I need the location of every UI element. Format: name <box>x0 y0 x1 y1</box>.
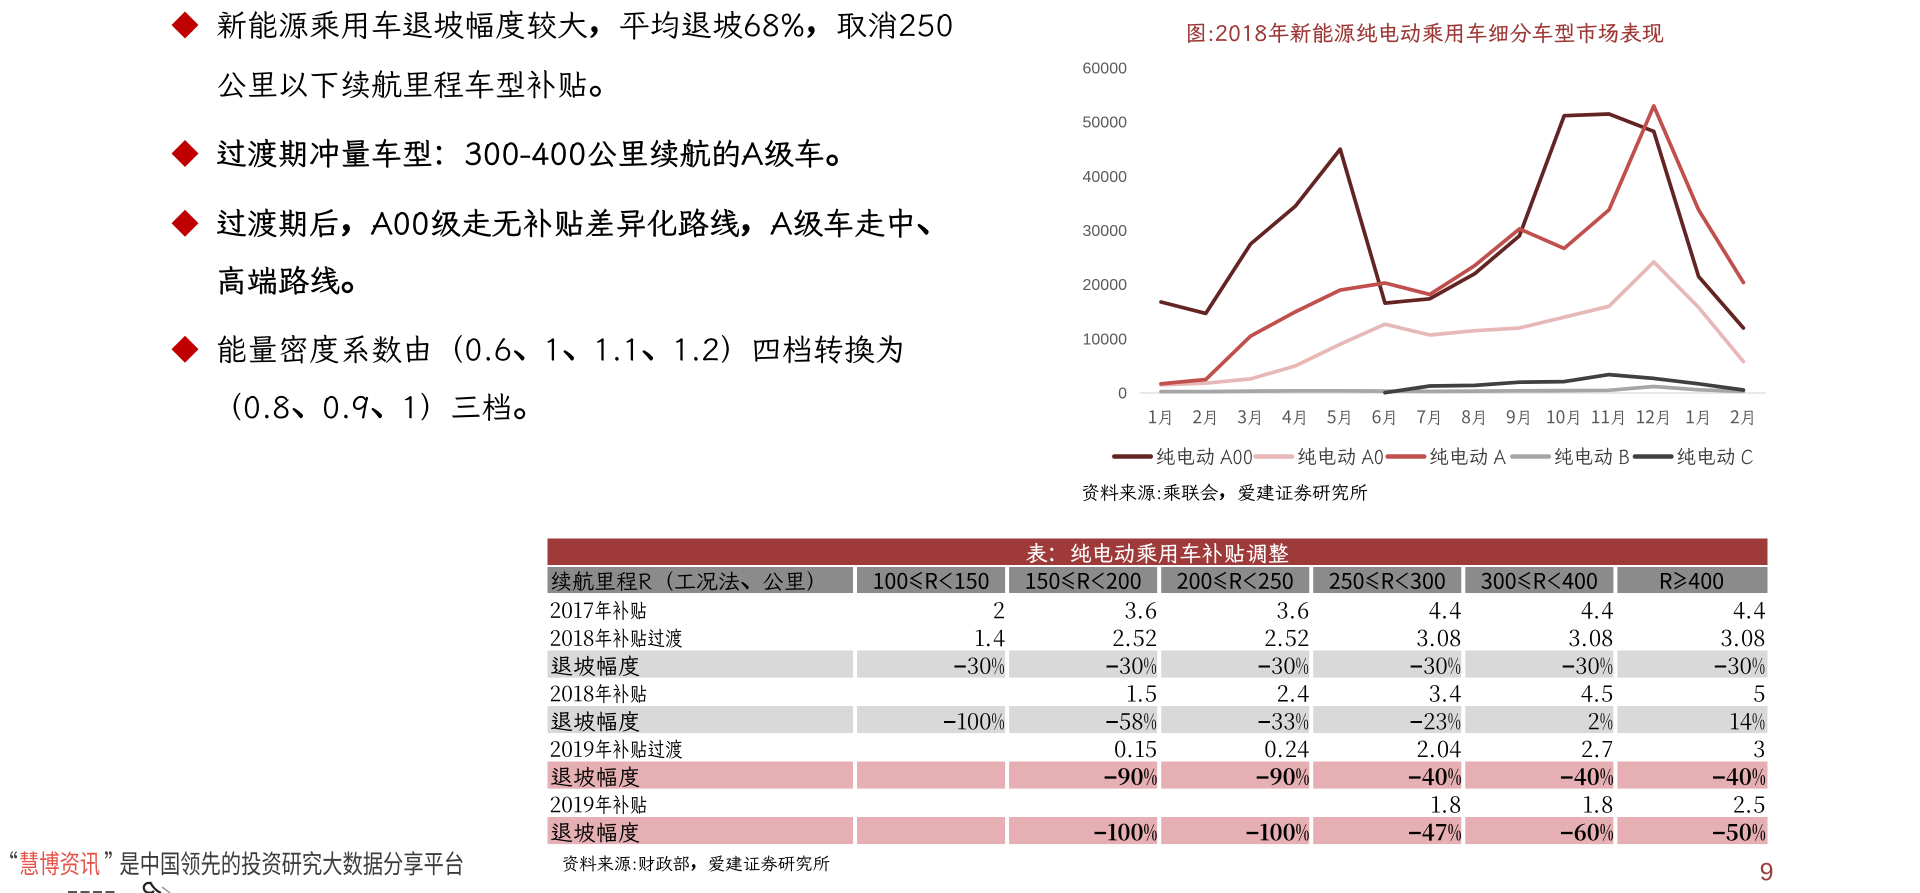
svg-text:20000: 20000 <box>1083 277 1128 294</box>
svg-text:50000: 50000 <box>1083 115 1128 132</box>
svg-text:9: 9 <box>1760 859 1774 887</box>
svg-text:30000: 30000 <box>1083 223 1128 240</box>
svg-text:0: 0 <box>1118 386 1127 403</box>
svg-text:40000: 40000 <box>1083 169 1128 186</box>
svg-text:10000: 10000 <box>1083 331 1128 348</box>
svg-text:60000: 60000 <box>1083 61 1128 78</box>
